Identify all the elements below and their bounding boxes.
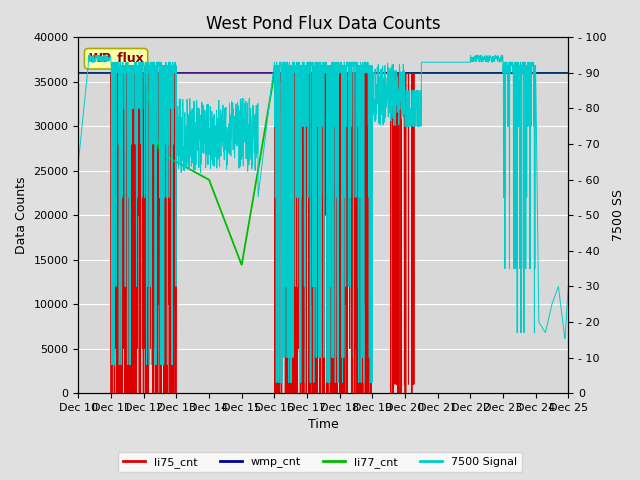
X-axis label: Time: Time [308,419,339,432]
Text: WP_flux: WP_flux [88,52,144,65]
Y-axis label: Data Counts: Data Counts [15,177,28,254]
Title: West Pond Flux Data Counts: West Pond Flux Data Counts [206,15,440,33]
Y-axis label: 7500 SS: 7500 SS [612,189,625,241]
Legend: li75_cnt, wmp_cnt, li77_cnt, 7500 Signal: li75_cnt, wmp_cnt, li77_cnt, 7500 Signal [118,452,522,472]
